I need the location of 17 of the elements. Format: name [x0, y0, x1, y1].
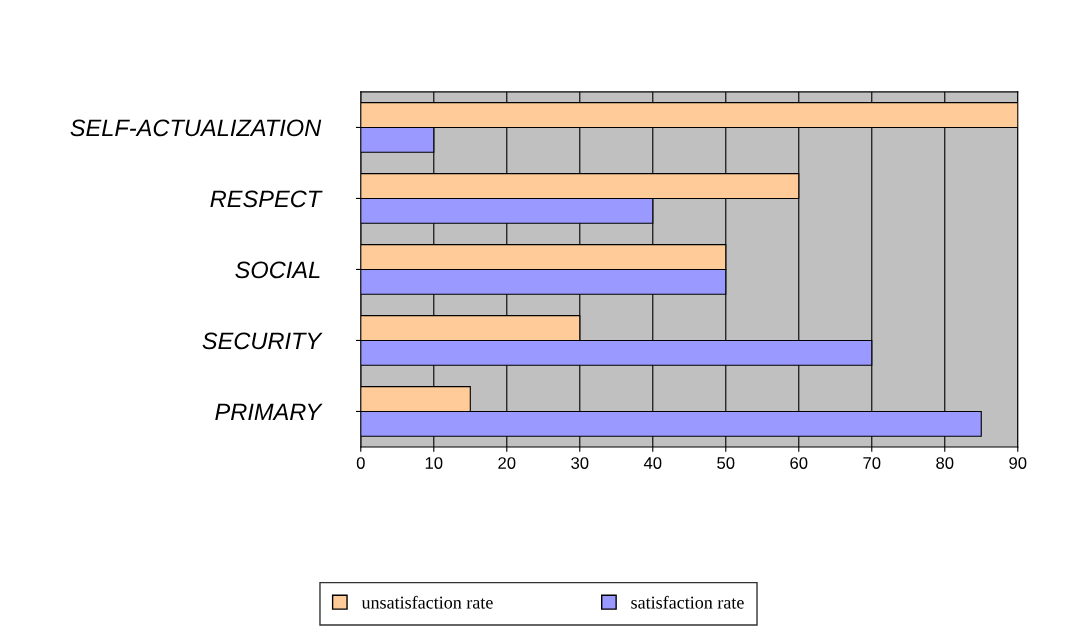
- x-tick-label: 20: [498, 457, 516, 469]
- y-tick-label: SECURITY: [202, 332, 323, 350]
- y-tick-label: RESPECT: [210, 190, 323, 208]
- x-tick-label: 70: [863, 457, 881, 469]
- y-tick-label: SELF-ACTUALIZATION: [70, 119, 322, 137]
- x-tick-label: 60: [790, 457, 808, 469]
- x-tick-label: 90: [1009, 457, 1027, 469]
- x-tick-label: 30: [571, 457, 589, 469]
- y-tick-label: PRIMARY: [215, 403, 323, 421]
- x-tick-label: 40: [643, 457, 662, 469]
- x-tick-label: 80: [936, 457, 954, 469]
- x-tick-label: 0: [356, 457, 365, 469]
- x-tick-label: 50: [717, 457, 735, 469]
- legend-label: unsatisfaction rate: [361, 595, 493, 609]
- x-tick-label: 10: [425, 457, 443, 469]
- y-tick-label: SOCIAL: [235, 261, 320, 279]
- legend-label: satisfaction rate: [631, 595, 744, 609]
